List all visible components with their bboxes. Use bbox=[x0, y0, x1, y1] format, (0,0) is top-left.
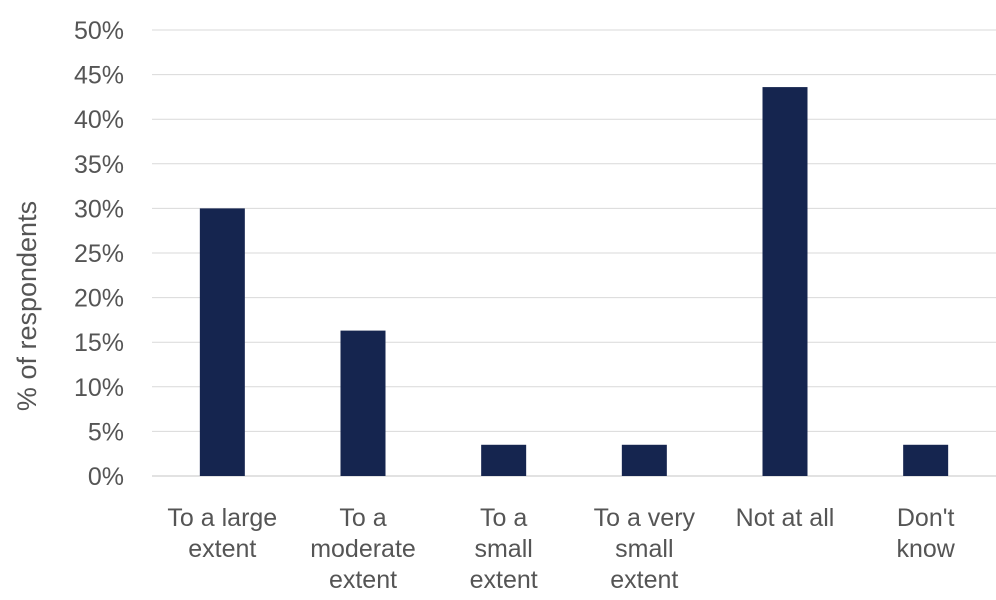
bar bbox=[481, 444, 527, 476]
x-tick-label: Don't know bbox=[896, 504, 955, 563]
x-axis-ticks: To a large extent To a moderate extent To a sm… bbox=[167, 504, 955, 594]
bar bbox=[903, 444, 949, 476]
y-tick-label: 30% bbox=[74, 195, 124, 223]
y-tick-label: 10% bbox=[74, 374, 124, 402]
bar bbox=[199, 208, 245, 476]
y-tick-label: 15% bbox=[74, 329, 124, 357]
x-tick-label: To a large extent bbox=[167, 504, 277, 563]
y-tick-label: 0% bbox=[88, 463, 124, 491]
y-axis-ticks: 0% 5% 10% 15% 20% 25% 30% 35% 40% 45% 50% bbox=[74, 17, 124, 491]
bar bbox=[762, 87, 808, 476]
bar bbox=[340, 330, 386, 476]
bar bbox=[621, 444, 667, 476]
y-tick-label: 50% bbox=[74, 17, 124, 45]
y-tick-label: 35% bbox=[74, 151, 124, 179]
bars bbox=[199, 87, 949, 476]
y-tick-label: 25% bbox=[74, 240, 124, 268]
y-tick-label: 5% bbox=[88, 418, 124, 446]
x-tick-label: To a very small extent bbox=[594, 504, 696, 594]
x-tick-label: To a moderate extent bbox=[310, 504, 416, 594]
y-axis-label: % of respondents bbox=[12, 201, 42, 411]
gridlines bbox=[152, 29, 996, 477]
y-tick-label: 40% bbox=[74, 106, 124, 134]
y-tick-label: 45% bbox=[74, 62, 124, 90]
y-tick-label: 20% bbox=[74, 285, 124, 313]
x-tick-label: Not at all bbox=[736, 504, 835, 532]
x-tick-label: To a small extent bbox=[470, 504, 538, 594]
